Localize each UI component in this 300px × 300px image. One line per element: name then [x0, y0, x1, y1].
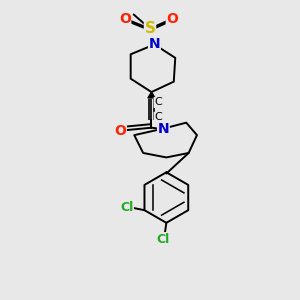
- Text: O: O: [114, 124, 126, 138]
- Text: O: O: [167, 12, 178, 26]
- Text: O: O: [119, 12, 131, 26]
- Text: C: C: [154, 98, 162, 107]
- Text: C: C: [154, 112, 162, 122]
- Polygon shape: [148, 92, 155, 98]
- Text: N: N: [158, 122, 169, 136]
- Text: N: N: [148, 38, 160, 52]
- Text: Cl: Cl: [157, 233, 170, 246]
- Text: Cl: Cl: [120, 201, 133, 214]
- Text: S: S: [145, 21, 155, 36]
